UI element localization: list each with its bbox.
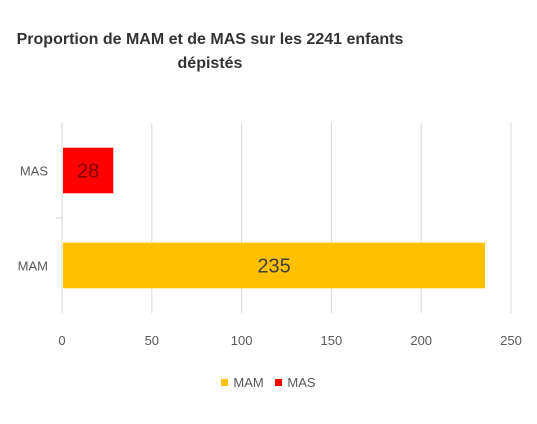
data-label-mas: 28 (77, 161, 99, 183)
y-tick-label: MAS (20, 164, 49, 179)
x-tick-label: 250 (500, 333, 522, 348)
bar-mam (63, 242, 486, 289)
chart-title: Proportion de MAM et de MAS sur les 2241… (0, 28, 420, 76)
x-tick-label: 200 (410, 333, 432, 348)
x-tick-label: 150 (321, 333, 343, 348)
bar-mas (63, 147, 114, 194)
legend-label-mas: MAS (287, 375, 316, 390)
legend-swatch-mam (221, 379, 229, 386)
legend-item-mam: MAM (221, 375, 264, 390)
x-tick-label: 0 (58, 333, 65, 348)
y-tick-label: MAM (18, 259, 48, 274)
legend: MAM MAS (0, 374, 537, 390)
data-label-mam: 235 (257, 256, 290, 278)
x-tick-label: 100 (231, 333, 253, 348)
x-tick-label: 50 (145, 333, 159, 348)
legend-label-mam: MAM (233, 375, 264, 390)
chart-title-line1: Proportion de MAM et de MAS sur les 2241… (16, 31, 404, 48)
legend-item-mas: MAS (275, 375, 316, 390)
chart-title-line2: dépistés (177, 55, 243, 72)
legend-swatch-mas (275, 379, 283, 386)
